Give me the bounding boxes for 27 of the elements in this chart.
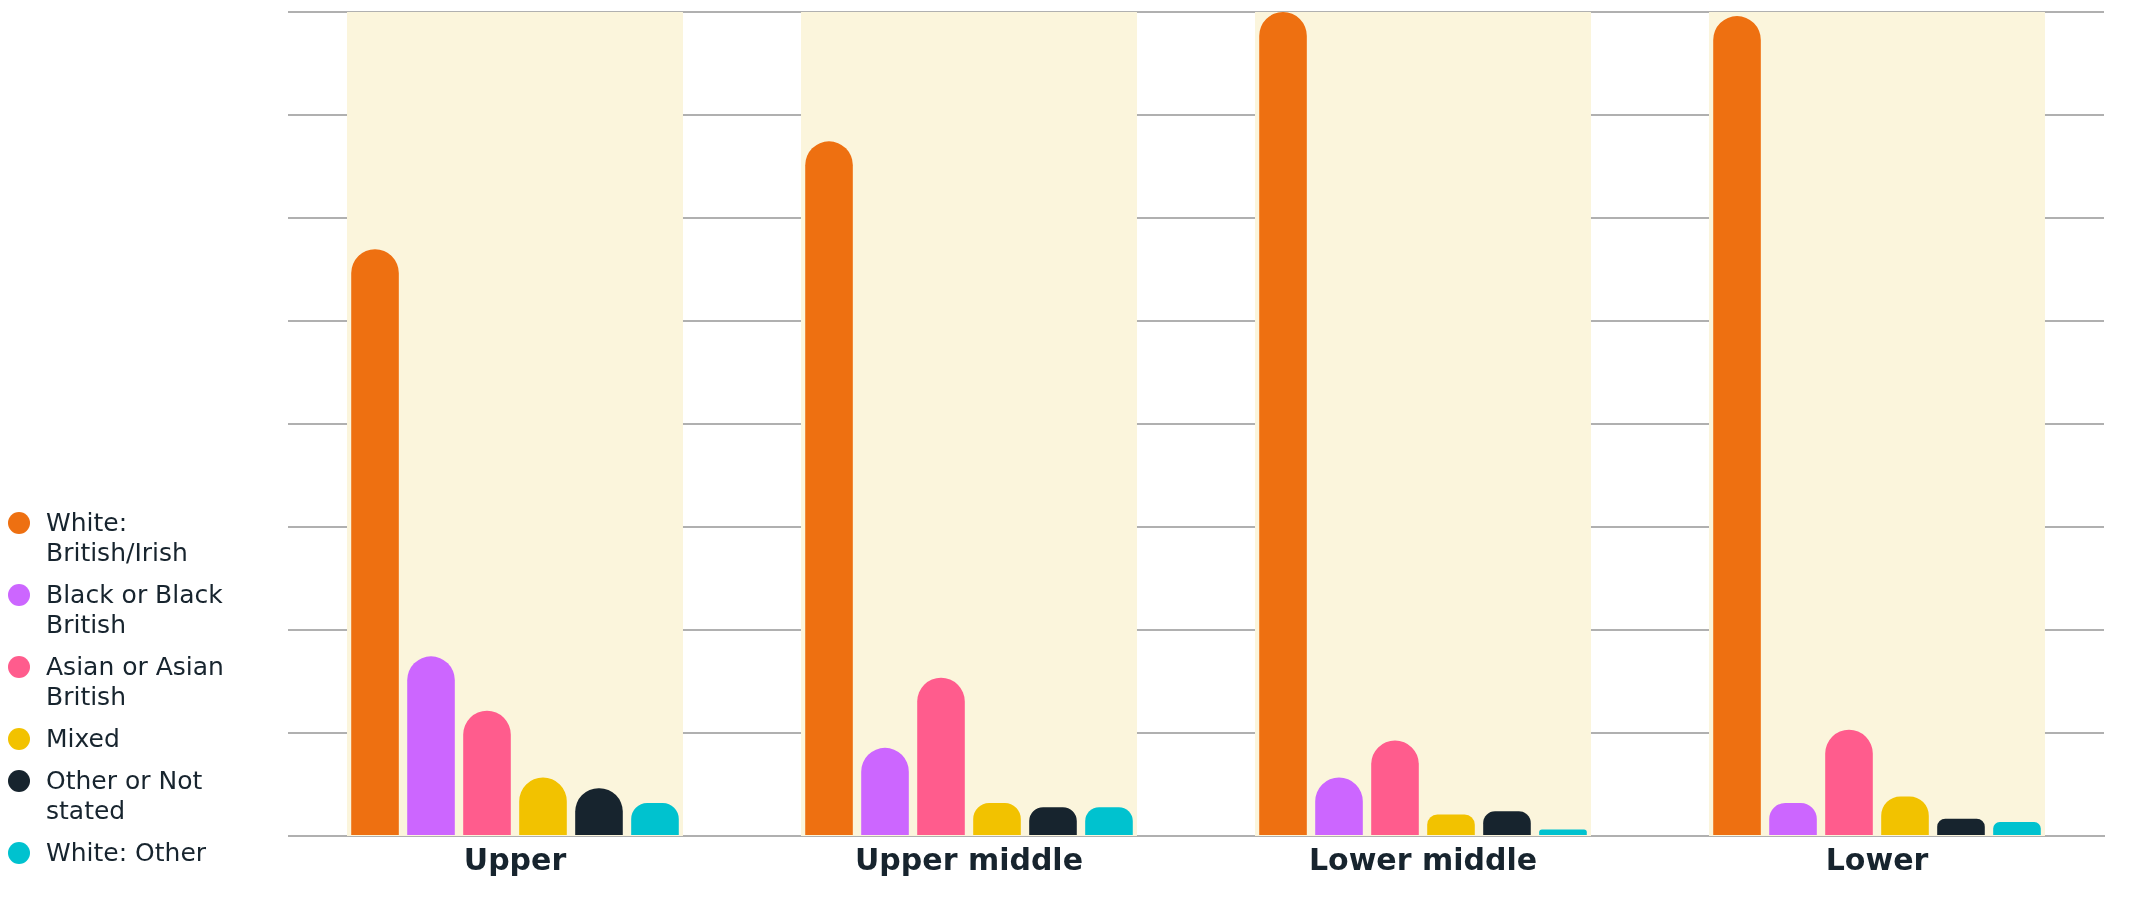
x-tick-label: Lower middle bbox=[1308, 841, 1538, 877]
x-tick-label: Upper bbox=[463, 841, 567, 877]
legend-label: Other or Not stated bbox=[46, 766, 204, 826]
bar bbox=[1259, 12, 1307, 835]
bar bbox=[805, 141, 853, 835]
bar bbox=[463, 710, 511, 835]
bar bbox=[1993, 821, 2041, 835]
legend-label: Mixed bbox=[46, 724, 121, 754]
legend-label: Black or Black British bbox=[46, 580, 224, 640]
bar bbox=[1713, 16, 1761, 835]
legend-label: White: Other bbox=[46, 838, 208, 868]
bar bbox=[351, 249, 399, 835]
bar bbox=[1029, 807, 1077, 835]
legend-label: White: British/Irish bbox=[46, 508, 189, 568]
bar bbox=[917, 677, 965, 835]
bar bbox=[1085, 807, 1133, 835]
x-tick-label: Upper middle bbox=[854, 841, 1084, 877]
bar bbox=[1483, 811, 1531, 835]
bar bbox=[1937, 818, 1985, 835]
bar bbox=[1427, 814, 1475, 835]
bar bbox=[861, 747, 909, 835]
bar bbox=[1825, 729, 1873, 835]
bar bbox=[1371, 740, 1419, 835]
bar bbox=[1539, 829, 1587, 835]
x-tick-label: Lower bbox=[1825, 841, 1929, 877]
bar bbox=[407, 656, 455, 835]
legend-label: Asian or Asian British bbox=[46, 652, 225, 712]
